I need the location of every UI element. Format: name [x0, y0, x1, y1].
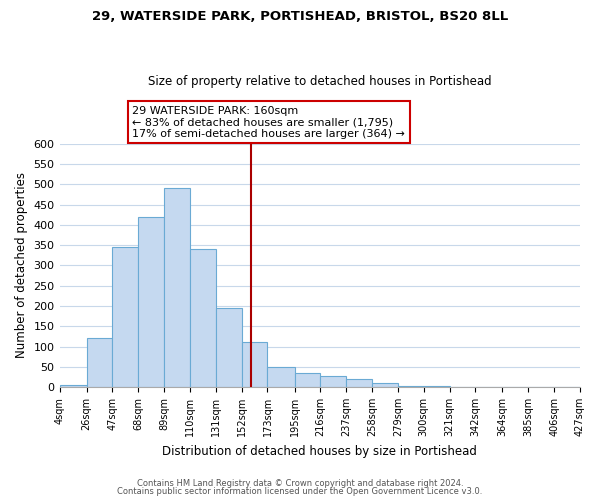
- Bar: [320, 376, 346, 387]
- Bar: [424, 386, 449, 387]
- Bar: [112, 247, 138, 387]
- Bar: [372, 384, 398, 387]
- Bar: [138, 217, 164, 387]
- Text: 29, WATERSIDE PARK, PORTISHEAD, BRISTOL, BS20 8LL: 29, WATERSIDE PARK, PORTISHEAD, BRISTOL,…: [92, 10, 508, 23]
- Text: Contains public sector information licensed under the Open Government Licence v3: Contains public sector information licen…: [118, 487, 482, 496]
- Y-axis label: Number of detached properties: Number of detached properties: [15, 172, 28, 358]
- Bar: [59, 385, 86, 387]
- Bar: [190, 249, 216, 387]
- Bar: [242, 342, 268, 387]
- Bar: [86, 338, 112, 387]
- X-axis label: Distribution of detached houses by size in Portishead: Distribution of detached houses by size …: [163, 444, 477, 458]
- Bar: [346, 379, 372, 387]
- Bar: [398, 386, 424, 387]
- Bar: [216, 308, 242, 387]
- Bar: [295, 373, 320, 387]
- Bar: [164, 188, 190, 387]
- Text: Contains HM Land Registry data © Crown copyright and database right 2024.: Contains HM Land Registry data © Crown c…: [137, 478, 463, 488]
- Title: Size of property relative to detached houses in Portishead: Size of property relative to detached ho…: [148, 76, 491, 88]
- Text: 29 WATERSIDE PARK: 160sqm
← 83% of detached houses are smaller (1,795)
17% of se: 29 WATERSIDE PARK: 160sqm ← 83% of detac…: [133, 106, 405, 139]
- Bar: [268, 367, 295, 387]
